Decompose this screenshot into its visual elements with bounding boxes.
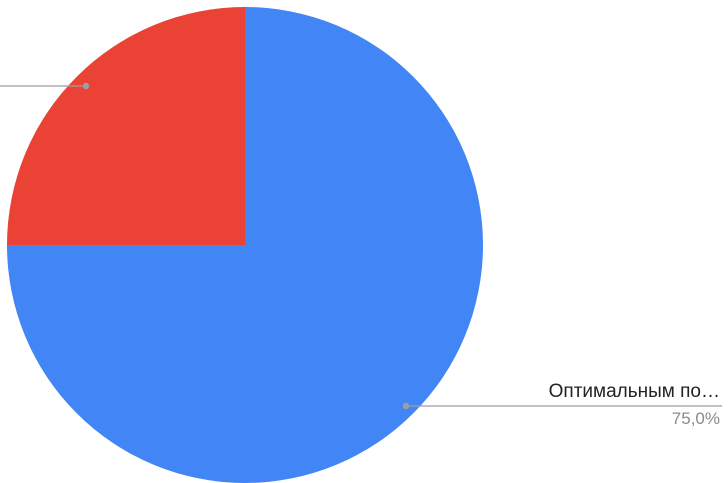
slice-percent-blue: 75,0% bbox=[672, 409, 720, 428]
leader-dot-blue bbox=[402, 402, 410, 410]
leader-dot-red bbox=[82, 82, 90, 90]
labels-layer: Оптимальным по… 75,0% bbox=[0, 82, 722, 428]
slices-layer bbox=[7, 7, 483, 483]
pie-slice-red bbox=[7, 7, 245, 245]
slice-label-blue: Оптимальным по… bbox=[549, 381, 720, 402]
